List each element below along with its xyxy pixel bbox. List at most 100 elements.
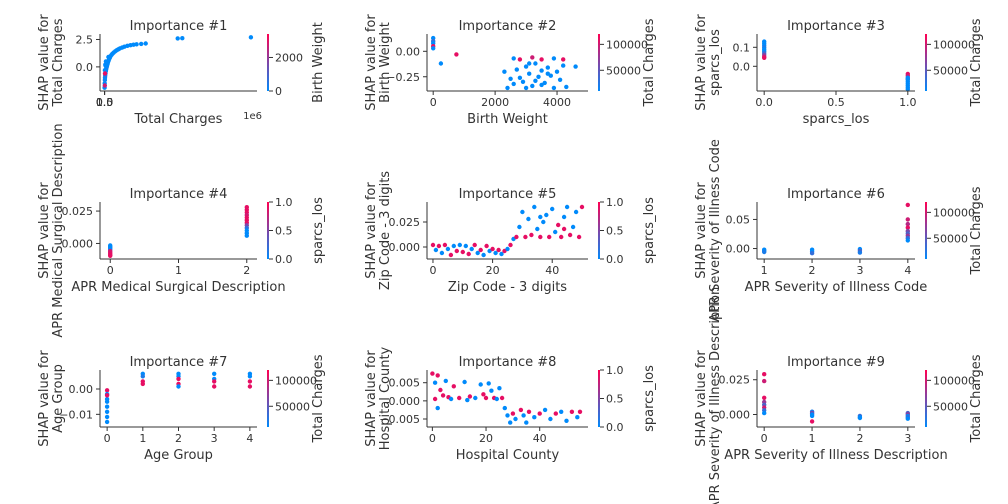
colorbar-label: Total Charges	[311, 354, 326, 443]
colorbar-tick-label: 0.5	[275, 225, 293, 238]
y-axis-label-line: Hospital County	[378, 346, 393, 450]
colorbar-tick-label: 50000	[933, 232, 968, 245]
data-point	[247, 374, 253, 379]
data-point	[499, 251, 504, 257]
data-point	[762, 378, 767, 384]
data-point	[539, 82, 544, 88]
data-point	[533, 78, 538, 84]
data-point	[529, 232, 534, 238]
y-tick-label: 0.025	[62, 205, 94, 218]
data-point	[475, 250, 480, 256]
colorbar-tick-label: 100000	[933, 38, 975, 51]
data-point	[561, 57, 566, 62]
data-point	[478, 382, 483, 387]
data-point	[554, 69, 560, 74]
data-point	[762, 55, 767, 60]
data-point	[473, 395, 478, 401]
data-point	[432, 396, 438, 402]
data-point	[212, 384, 217, 389]
y-axis-label-line: SHAP value for	[37, 14, 52, 111]
y-tick-label: 0.025	[389, 216, 421, 229]
data-point	[430, 371, 435, 376]
data-point	[103, 59, 109, 64]
x-tick-label: 4000	[543, 96, 571, 109]
data-point	[438, 387, 443, 393]
y-axis-label-line: sparcs_los	[708, 29, 723, 96]
data-point	[494, 396, 499, 402]
y-axis-label-line: Total Charges	[51, 18, 66, 107]
data-point	[533, 61, 538, 66]
data-point	[104, 414, 110, 420]
y-tick-label: 0.005	[389, 377, 421, 390]
data-point	[139, 41, 144, 47]
x-tick-label: 2	[809, 264, 816, 277]
y-axis-label-line: SHAP value for	[364, 350, 379, 447]
data-point	[544, 212, 549, 218]
data-point	[508, 242, 513, 248]
data-point	[576, 234, 582, 240]
data-point	[551, 85, 557, 91]
data-point	[532, 204, 537, 210]
y-axis-label-line: SHAP value for	[364, 182, 379, 279]
data-point	[103, 63, 108, 68]
data-point	[532, 415, 537, 420]
colorbar-tick-label: 0.0	[275, 253, 293, 266]
data-point	[102, 71, 108, 76]
data-point	[448, 252, 454, 258]
data-point	[508, 420, 513, 425]
data-point	[104, 409, 110, 414]
y-axis-label-line: Age Group	[51, 364, 66, 433]
y-tick-label: 0.0	[76, 61, 94, 74]
data-point	[481, 252, 486, 258]
data-point	[762, 395, 767, 400]
x-tick-label: 1.0	[96, 96, 114, 109]
y-axis-label: SHAP value forAPR Medical Surgical Descr…	[37, 123, 66, 337]
data-point	[905, 225, 910, 230]
y-axis-label: SHAP value forBirth Weight	[364, 14, 393, 111]
data-point	[102, 83, 108, 88]
panel-title: Importance #6	[787, 187, 885, 202]
y-tick-label: 0.00	[69, 383, 94, 396]
data-point	[541, 219, 546, 225]
data-point	[445, 246, 451, 252]
panel-title: Importance #5	[459, 187, 557, 202]
x-axis-label: APR Severity of Illness Description	[724, 448, 947, 463]
colorbar-label: Total Charges	[969, 18, 984, 107]
data-point	[905, 221, 910, 227]
data-point	[454, 52, 459, 57]
data-point	[104, 388, 110, 393]
data-point	[104, 393, 110, 398]
data-point	[570, 224, 576, 230]
x-tick-label: 0.5	[827, 96, 845, 109]
x-tick-label: 1	[809, 432, 816, 445]
data-point	[247, 384, 253, 389]
data-point	[460, 249, 465, 255]
data-point	[561, 214, 567, 220]
x-axis-label: Hospital County	[456, 448, 560, 463]
data-point	[451, 243, 456, 249]
data-point	[547, 234, 552, 240]
x-tick-label: 20	[486, 264, 500, 277]
x-tick-label: 2000	[481, 96, 509, 109]
colorbar-tick-label: 100000	[933, 374, 975, 387]
data-point	[505, 246, 510, 252]
data-point	[762, 372, 767, 377]
y-tick-label: 0.05	[726, 213, 751, 226]
data-point	[513, 416, 518, 422]
data-point	[454, 248, 459, 254]
data-point	[108, 253, 113, 258]
data-point	[526, 216, 531, 222]
data-point	[538, 234, 543, 240]
x-tick-label: 2	[856, 432, 863, 445]
data-point	[436, 243, 442, 249]
data-point	[106, 54, 111, 60]
panel-title: Importance #1	[130, 19, 228, 34]
colorbar-label: sparcs_los	[642, 197, 657, 264]
y-axis-label-line: APR Medical Surgical Description	[51, 123, 66, 337]
data-point	[493, 250, 498, 256]
data-point	[762, 410, 767, 416]
data-point	[483, 395, 489, 401]
